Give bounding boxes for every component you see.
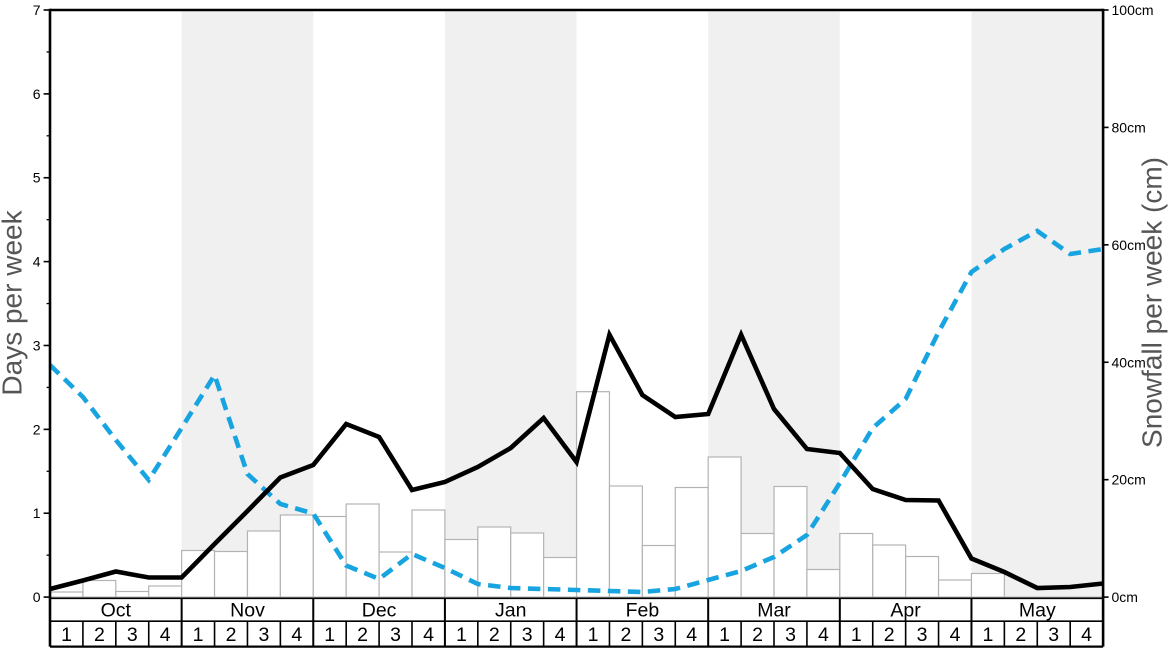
svg-text:4: 4 bbox=[160, 624, 171, 646]
svg-text:Mar: Mar bbox=[757, 600, 791, 622]
svg-text:1: 1 bbox=[193, 624, 204, 646]
svg-text:0cm: 0cm bbox=[1112, 589, 1138, 605]
svg-text:Oct: Oct bbox=[101, 600, 132, 622]
svg-text:20cm: 20cm bbox=[1112, 472, 1146, 488]
svg-text:1: 1 bbox=[982, 624, 993, 646]
svg-text:2: 2 bbox=[752, 624, 763, 646]
svg-text:7: 7 bbox=[33, 2, 41, 18]
svg-text:2: 2 bbox=[620, 624, 631, 646]
svg-text:1: 1 bbox=[456, 624, 467, 646]
svg-text:3: 3 bbox=[390, 624, 401, 646]
svg-text:3: 3 bbox=[33, 337, 41, 353]
svg-text:3: 3 bbox=[258, 624, 269, 646]
svg-text:2: 2 bbox=[33, 421, 41, 437]
svg-text:3: 3 bbox=[127, 624, 138, 646]
svg-text:60cm: 60cm bbox=[1112, 237, 1146, 253]
svg-text:1: 1 bbox=[588, 624, 599, 646]
svg-text:Dec: Dec bbox=[362, 600, 397, 622]
svg-text:3: 3 bbox=[653, 624, 664, 646]
svg-text:2: 2 bbox=[357, 624, 368, 646]
svg-text:2: 2 bbox=[884, 624, 895, 646]
svg-text:4: 4 bbox=[818, 624, 829, 646]
svg-text:1: 1 bbox=[719, 624, 730, 646]
svg-text:1: 1 bbox=[851, 624, 862, 646]
svg-text:4: 4 bbox=[555, 624, 566, 646]
svg-text:80cm: 80cm bbox=[1112, 119, 1146, 135]
svg-text:40cm: 40cm bbox=[1112, 354, 1146, 370]
svg-text:1: 1 bbox=[324, 624, 335, 646]
svg-text:6: 6 bbox=[33, 86, 41, 102]
svg-text:2: 2 bbox=[1015, 624, 1026, 646]
svg-text:1: 1 bbox=[33, 505, 41, 521]
svg-text:4: 4 bbox=[423, 624, 434, 646]
svg-text:4: 4 bbox=[291, 624, 302, 646]
svg-text:4: 4 bbox=[686, 624, 697, 646]
svg-text:0: 0 bbox=[33, 589, 41, 605]
svg-text:1: 1 bbox=[61, 624, 72, 646]
svg-text:4: 4 bbox=[33, 254, 41, 270]
svg-text:4: 4 bbox=[1081, 624, 1092, 646]
svg-text:2: 2 bbox=[94, 624, 105, 646]
svg-text:3: 3 bbox=[917, 624, 928, 646]
svg-text:Feb: Feb bbox=[626, 600, 660, 622]
svg-text:3: 3 bbox=[785, 624, 796, 646]
svg-text:Jan: Jan bbox=[495, 600, 526, 622]
svg-text:3: 3 bbox=[1048, 624, 1059, 646]
svg-text:100cm: 100cm bbox=[1112, 2, 1154, 18]
svg-text:May: May bbox=[1019, 600, 1056, 622]
svg-text:Snowfall per week (cm): Snowfall per week (cm) bbox=[1137, 157, 1168, 448]
svg-text:2: 2 bbox=[226, 624, 237, 646]
svg-text:3: 3 bbox=[522, 624, 533, 646]
svg-text:4: 4 bbox=[950, 624, 961, 646]
svg-text:2: 2 bbox=[489, 624, 500, 646]
svg-text:5: 5 bbox=[33, 170, 41, 186]
svg-text:Days per week: Days per week bbox=[0, 209, 28, 395]
svg-text:Nov: Nov bbox=[230, 600, 265, 622]
svg-text:Apr: Apr bbox=[890, 600, 921, 622]
